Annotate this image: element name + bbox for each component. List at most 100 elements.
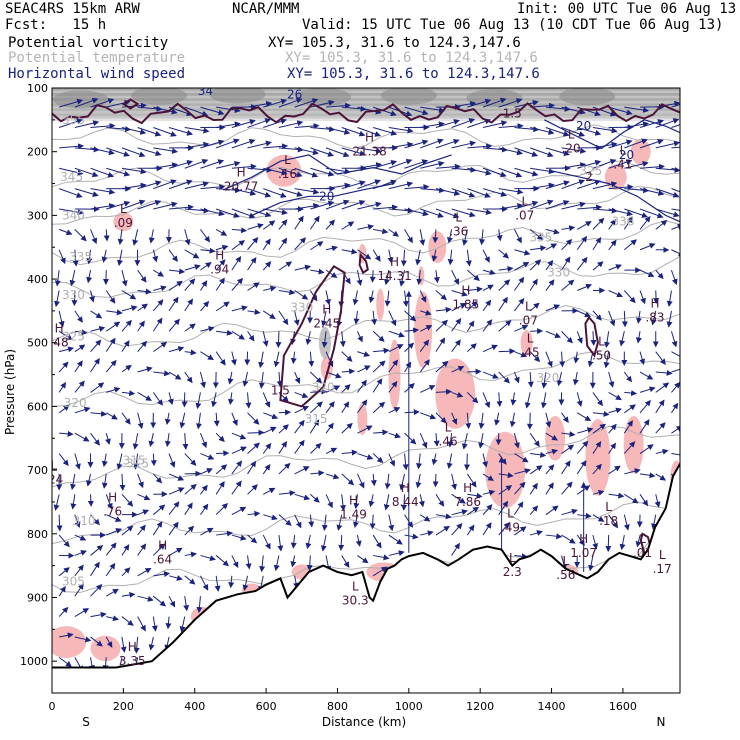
wind-vector xyxy=(431,453,438,466)
wind-vector xyxy=(639,399,651,414)
wind-vector xyxy=(184,323,196,332)
wind-vector xyxy=(404,139,429,149)
wind-vector xyxy=(623,514,630,531)
wind-vector xyxy=(137,288,152,295)
extremum-value: .46 xyxy=(439,434,458,448)
wind-vector xyxy=(137,616,146,632)
wind-vector xyxy=(58,606,69,617)
wind-vector xyxy=(561,106,586,115)
wind-vector xyxy=(373,204,399,211)
wind-vector xyxy=(106,615,119,622)
field-name-theta: Potential temperature xyxy=(8,50,186,66)
wind-vector xyxy=(152,317,163,332)
pv-contours xyxy=(52,98,680,562)
wind-vector xyxy=(148,636,155,651)
wind-vector xyxy=(498,249,510,259)
theta-isentrope xyxy=(52,185,680,225)
wind-vector xyxy=(106,386,121,393)
wind-vector xyxy=(70,473,76,491)
wind-vector xyxy=(231,163,257,170)
wind-vector xyxy=(58,361,69,373)
wind-vector xyxy=(654,494,661,508)
wind-vector xyxy=(635,331,642,344)
wind-vector xyxy=(451,473,457,491)
wind-vector xyxy=(561,534,576,544)
wind-vector xyxy=(432,473,439,488)
wind-vector xyxy=(121,290,137,300)
low-marker: L xyxy=(562,554,569,568)
wind-vector xyxy=(231,138,256,149)
wind-vector xyxy=(137,105,163,112)
theta-label: 315 xyxy=(305,412,328,426)
theta-label: 315 xyxy=(123,454,146,468)
wind-vector xyxy=(262,261,272,271)
wind-vector xyxy=(133,636,140,654)
wind-vector xyxy=(608,407,622,414)
wind-vector xyxy=(200,484,208,495)
wind-vector xyxy=(451,391,464,398)
wind-vector xyxy=(341,127,366,137)
x-tick-label: 1600 xyxy=(609,700,637,713)
x-tick-label: 0 xyxy=(49,700,56,713)
wind-vector xyxy=(482,120,508,128)
wind-vector xyxy=(74,188,99,197)
wind-vector xyxy=(89,290,95,303)
wind-label: 26 xyxy=(287,87,302,101)
wind-vector xyxy=(200,453,215,460)
wind-vector xyxy=(215,244,229,251)
wind-vector xyxy=(325,102,351,109)
wind-vector xyxy=(388,228,400,237)
wind-vector xyxy=(498,279,511,291)
wind-vector xyxy=(184,264,201,271)
wind-vector xyxy=(466,392,479,404)
wind-vector xyxy=(509,412,516,428)
wind-vector xyxy=(529,199,554,210)
wind-vector xyxy=(372,566,388,577)
wind-vector xyxy=(116,453,123,470)
wind-vector xyxy=(74,360,83,373)
wind-vector xyxy=(530,451,547,458)
wind-vector xyxy=(184,551,197,558)
extremum-value: 20.77 xyxy=(224,180,258,194)
wind-vector xyxy=(357,127,381,137)
wind-vector xyxy=(247,330,255,342)
wind-vector xyxy=(653,290,660,305)
wind-vector xyxy=(101,453,108,468)
wind-vector xyxy=(184,158,209,169)
wind-vector xyxy=(592,392,603,407)
wind-vector xyxy=(341,449,358,456)
low-marker: L xyxy=(659,548,666,562)
pv-label: 2 xyxy=(585,170,593,184)
wind-vector xyxy=(577,127,602,136)
wind-vector xyxy=(247,442,260,454)
wind-vector xyxy=(90,339,102,352)
wind-vector xyxy=(608,159,633,169)
wind-vector xyxy=(106,167,131,177)
wind-vector xyxy=(650,310,657,326)
wind-vector xyxy=(247,412,260,425)
wind-vector xyxy=(341,555,350,568)
wind-vector xyxy=(231,480,242,495)
wind-vector xyxy=(451,100,477,108)
wind-vector xyxy=(247,510,261,517)
wind-vector xyxy=(228,575,235,589)
wind-vector xyxy=(446,453,453,470)
wind-vector xyxy=(545,243,558,251)
field-name-wind: Horizontal wind speed xyxy=(8,66,186,82)
wind-vector xyxy=(592,261,604,271)
wind-vector xyxy=(153,285,167,292)
wind-vector xyxy=(74,514,81,528)
wind-vector xyxy=(56,514,63,532)
wind-vector xyxy=(74,229,87,242)
wind-vectors xyxy=(53,97,680,674)
wind-vector xyxy=(121,390,136,397)
wind-vector xyxy=(74,310,83,323)
wind-vector xyxy=(435,163,461,170)
y-tick-label: 900 xyxy=(27,591,48,604)
wind-vector xyxy=(577,283,593,291)
extremum-value: .07 xyxy=(519,313,538,327)
wind-vector xyxy=(529,530,543,536)
wind-vector xyxy=(152,473,163,484)
wind-vector xyxy=(556,371,563,387)
wind-vector xyxy=(496,229,503,242)
